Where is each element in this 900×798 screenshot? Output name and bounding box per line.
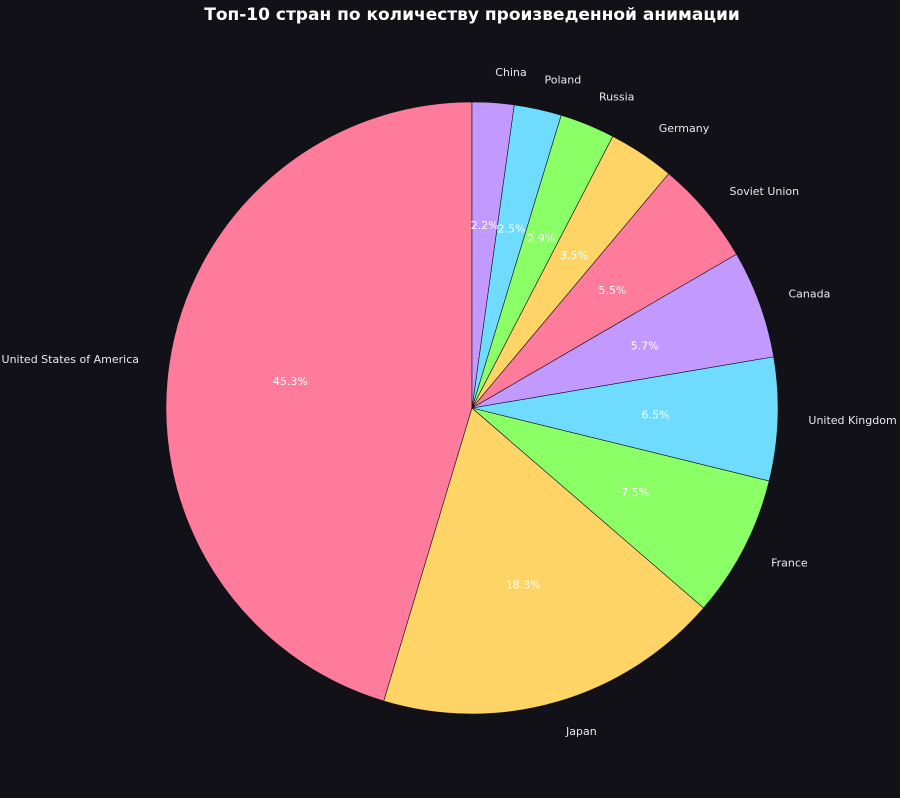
pie-slice-9 xyxy=(471,101,515,409)
slice-label-2: France xyxy=(771,556,808,569)
slice-label-6: Germany xyxy=(659,122,710,135)
slice-percent-7: 2.9% xyxy=(527,232,555,245)
slice-label-9: China xyxy=(495,66,526,79)
slice-label-1: Japan xyxy=(565,725,597,738)
slice-labels: United States of America 45.3% Japan 18.3% F… xyxy=(2,66,897,738)
pie-slices xyxy=(165,101,779,715)
slice-percent-5: 5.5% xyxy=(599,284,627,297)
slice-percent-3: 6.5% xyxy=(642,409,670,422)
slice-label-5: Soviet Union xyxy=(730,185,800,198)
pie-slice-0 xyxy=(165,101,473,702)
slice-label-4: Canada xyxy=(789,287,831,300)
slice-percent-4: 5.7% xyxy=(631,340,659,353)
slice-label-0: United States of America xyxy=(2,353,139,366)
slice-label-7: Russia xyxy=(599,90,634,103)
slice-percent-9: 2.2% xyxy=(471,219,499,232)
pie-slice-3 xyxy=(471,356,779,482)
slice-label-8: Poland xyxy=(545,73,582,86)
chart-title: Топ-10 стран по количеству произведенной… xyxy=(204,5,740,25)
slice-percent-6: 3.5% xyxy=(560,249,588,262)
slice-percent-8: 2.5% xyxy=(498,223,526,236)
slice-percent-0: 45.3% xyxy=(273,375,308,388)
slice-label-3: United Kingdom xyxy=(808,414,896,427)
slice-percent-1: 18.3% xyxy=(506,578,541,591)
slice-percent-2: 7.5% xyxy=(621,486,649,499)
pie-slice-2 xyxy=(471,407,770,609)
pie-slice-1 xyxy=(383,407,705,715)
